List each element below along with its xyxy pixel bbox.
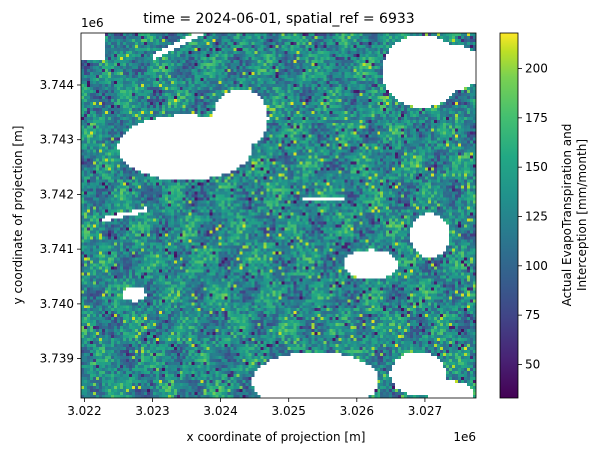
y-axis: 3.739 3.740 3.741 3.742 3.743 3.744 [40,78,81,366]
x-offset-label: 1e6 [453,430,476,444]
y-offset-label: 1e6 [81,16,104,30]
colorbar-tick-label-4: 150 [525,160,548,174]
y-tick-label-1: 3.740 [40,297,74,311]
colorbar-tick-label-6: 200 [525,62,548,76]
x-tick-label-2: 3.024 [203,404,237,418]
colorbar-tick-label-1: 75 [525,308,540,322]
colorbar-tick-label-0: 50 [525,357,540,371]
y-tick-label-0: 3.739 [40,352,74,366]
colorbar-label-line2: Interception [mm/month] [575,139,589,291]
heatmap-image [81,33,476,398]
plot-frame [80,32,477,399]
chart-title: time = 2024-06-01, spatial_ref = 6933 [143,11,414,27]
x-axis: 3.022 3.023 3.024 3.025 3.026 3.027 [67,398,442,418]
y-tick-label-5: 3.744 [40,78,74,92]
x-tick-label-0: 3.022 [67,404,101,418]
y-tick-label-4: 3.743 [40,133,74,147]
colorbar-bar [499,32,519,399]
heatmap-area [80,32,477,399]
colorbar-tick-label-3: 125 [525,209,548,223]
y-tick-label-2: 3.741 [40,242,74,256]
x-tick-label-3: 3.025 [272,404,306,418]
colorbar-label-line1: Actual EvapoTranspiration and [560,124,574,307]
colorbar-ticks: 50 75 100 125 150 175 200 [518,62,548,371]
colorbar-tick-label-2: 100 [525,259,548,273]
y-axis-label: y coordinate of projection [m] [11,126,25,305]
x-tick-label-5: 3.027 [408,404,442,418]
colorbar-tick-label-5: 175 [525,111,548,125]
x-tick-label-1: 3.023 [135,404,169,418]
x-tick-label-4: 3.026 [340,404,374,418]
x-axis-label: x coordinate of projection [m] [187,430,366,444]
colorbar: 50 75 100 125 150 175 200 Actual EvapoTranspir… [499,32,589,399]
y-tick-label-3: 3.742 [40,187,74,201]
